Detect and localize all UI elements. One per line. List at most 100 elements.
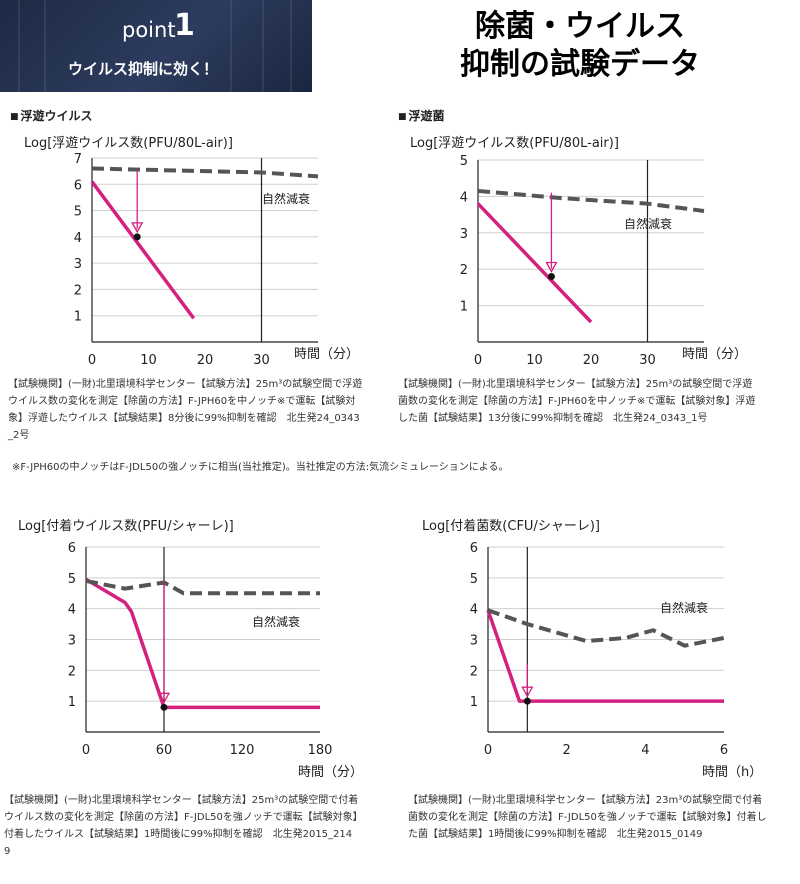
page-title-line2: 抑制の試験データ — [460, 47, 700, 82]
y-tick-label: 3 — [68, 634, 76, 649]
chart-x-title: 時間（分） — [298, 765, 363, 780]
chart3-note-line: 9 — [4, 846, 11, 857]
x-tick-label: 0 — [82, 743, 90, 758]
y-tick-label: 4 — [460, 190, 468, 205]
point-label: point — [122, 18, 176, 42]
reduction-arrow-head — [131, 222, 144, 234]
y-tick-label: 6 — [470, 541, 478, 556]
y-tick-label: 4 — [470, 603, 478, 618]
series-treatment-line — [90, 180, 196, 320]
chart4-note-line: 【試験機関】(一財)北里環境科学センター【試験方法】23m³の試験空間で付着 — [408, 795, 763, 806]
x-tick-label: 10 — [526, 353, 543, 368]
reduction-arrow-head — [521, 686, 534, 698]
x-tick-label: 0 — [484, 743, 492, 758]
chart2-note-line: 菌数の変化を測定【除菌の方法】F-JPH60を中ノッチ※で運転【試験対象】浮遊 — [398, 396, 756, 407]
chart-y-title: Log[付着菌数(CFU/シャーレ)] — [422, 518, 600, 534]
x-tick-label: 20 — [583, 353, 600, 368]
reduction-arrow-head — [157, 692, 171, 704]
chart1-note-line: ウイルス数の変化を測定【除菌の方法】F-JPH60を中ノッチ※で運転【試験対 — [8, 396, 356, 407]
measurement-marker — [523, 697, 531, 705]
chart2-note-line: 【試験機関】(一財)北里環境科学センター【試験方法】25m³の試験空間で浮遊 — [398, 379, 753, 390]
x-tick-label: 10 — [140, 353, 157, 368]
x-tick-label: 60 — [156, 743, 173, 758]
y-tick-label: 1 — [68, 695, 76, 710]
chart-4: Log[付着菌数(CFU/シャーレ)] 1 2 3 4 5 6 0 2 4 6 時間（h） 自然減衰 — [422, 518, 762, 780]
y-tick-label: 1 — [74, 310, 82, 325]
series-treatment-line — [486, 609, 724, 703]
x-tick-label: 180 — [308, 743, 333, 758]
chart-x-title: 時間（h） — [702, 765, 762, 780]
chart-y-title: Log[浮遊ウイルス数(PFU/80L-air)] — [410, 136, 619, 151]
measurement-marker — [133, 233, 141, 241]
page-title-line1: 除菌・ウイルス — [475, 9, 685, 44]
natural-decay-label: 自然減衰 — [660, 600, 708, 615]
chart1-note-line: 【試験機関】(一財)北里環境科学センター【試験方法】25m³の試験空間で浮遊 — [8, 379, 363, 390]
chart1-note: 【試験機関】(一財)北里環境科学センター【試験方法】25m³の試験空間で浮遊 ウ… — [8, 376, 362, 444]
chart3-note: 【試験機関】(一財)北里環境科学センター【試験方法】25m³の試験空間で付着 ウ… — [4, 792, 363, 860]
natural-decay-label: 自然減衰 — [262, 191, 310, 206]
x-tick-label: 2 — [563, 743, 571, 758]
page-title: 除菌・ウイルス 抑制の試験データ — [420, 8, 740, 84]
chart-y-title: Log[浮遊ウイルス数(PFU/80L-air)] — [24, 136, 233, 151]
chart4-note-line: た菌【試験結果】1時間後に99%抑制を確認 北生発2015_0149 — [408, 829, 703, 840]
y-tick-label: 2 — [470, 664, 478, 679]
point-number: 1 — [174, 8, 195, 43]
y-tick-label: 2 — [68, 664, 76, 679]
y-tick-label: 4 — [74, 231, 82, 246]
y-tick-label: 1 — [460, 300, 468, 315]
chart4-note: 【試験機関】(一財)北里環境科学センター【試験方法】23m³の試験空間で付着 菌… — [408, 792, 767, 843]
y-tick-label: 6 — [74, 178, 82, 193]
x-tick-label: 120 — [230, 743, 255, 758]
footnote: ※F-JPH60の中ノッチはF-JDL50の強ノッチに相当(当社推定)。当社推定… — [12, 462, 509, 473]
chart1-note-line: 象】浮遊したウイルス【試験結果】8分後に99%抑制を確認 北生発24_0343 — [8, 413, 360, 424]
y-tick-label: 5 — [470, 572, 478, 587]
chart3-note-line: ウイルス数の変化を測定【除菌の方法】F-JDL50を強ノッチで運転【試験対象】 — [4, 812, 363, 823]
chart3-note-line: 付着したウイルス【試験結果】1時間後に99%抑制を確認 北生発2015_214 — [4, 829, 353, 840]
chart-1: Log[浮遊ウイルス数(PFU/80L-air)] 1 2 3 4 5 6 7 0 10 20 30 時… — [24, 136, 359, 368]
chart-2: Log[浮遊ウイルス数(PFU/80L-air)] 1 2 3 4 5 0 10 20 30 時間（… — [410, 136, 747, 368]
y-tick-label: 2 — [460, 263, 468, 278]
x-tick-label: 30 — [253, 353, 270, 368]
y-tick-label: 3 — [460, 227, 468, 242]
chart-y-title: Log[付着ウイルス数(PFU/シャーレ)] — [18, 518, 234, 534]
y-tick-label: 5 — [460, 154, 468, 169]
series-natural-decay-line — [487, 608, 725, 648]
chart-x-title: 時間（分） — [682, 347, 747, 362]
series-natural-decay-line — [85, 578, 320, 596]
x-tick-label: 20 — [197, 353, 214, 368]
section-floating-bacteria: 浮遊菌 — [398, 107, 445, 124]
chart-x-title: 時間（分） — [294, 347, 359, 362]
chart3-note-line: 【試験機関】(一財)北里環境科学センター【試験方法】25m³の試験空間で付着 — [4, 795, 359, 806]
y-tick-label: 5 — [68, 572, 76, 587]
natural-decay-label: 自然減衰 — [624, 216, 672, 231]
y-tick-label: 3 — [470, 634, 478, 649]
natural-decay-label: 自然減衰 — [252, 614, 300, 629]
chart2-note: 【試験機関】(一財)北里環境科学センター【試験方法】25m³の試験空間で浮遊 菌… — [398, 376, 755, 427]
series-treatment-line — [476, 202, 593, 324]
y-tick-label: 4 — [68, 603, 76, 618]
chart2-note-line: した菌【試験結果】13分後に99%抑制を確認 北生発24_0343_1号 — [398, 413, 708, 424]
y-tick-label: 1 — [470, 695, 478, 710]
banner-subtitle: ウイルス抑制に効く！ — [68, 60, 219, 78]
reduction-arrow-head — [545, 261, 558, 273]
chart1-note-line: _2号 — [8, 430, 30, 441]
measurement-marker — [547, 272, 555, 280]
x-tick-label: 6 — [720, 743, 728, 758]
x-tick-label: 0 — [474, 353, 482, 368]
x-tick-label: 30 — [639, 353, 656, 368]
series-treatment-line — [85, 577, 320, 710]
chart4-note-line: 菌数の変化を測定【除菌の方法】F-JDL50を強ノッチで運転【試験対象】付着し — [408, 812, 767, 823]
section-floating-virus: 浮遊ウイルス — [10, 107, 93, 124]
y-tick-label: 7 — [74, 152, 82, 167]
x-tick-label: 0 — [88, 353, 96, 368]
y-tick-label: 5 — [74, 205, 82, 220]
series-natural-decay-line — [477, 188, 705, 213]
x-tick-label: 4 — [641, 743, 649, 758]
point-banner: point 1 ウイルス抑制に効く！ — [0, 0, 312, 92]
series-natural-decay-line — [91, 166, 319, 179]
y-tick-label: 3 — [74, 257, 82, 272]
y-tick-label: 2 — [74, 283, 82, 298]
y-tick-label: 6 — [68, 541, 76, 556]
